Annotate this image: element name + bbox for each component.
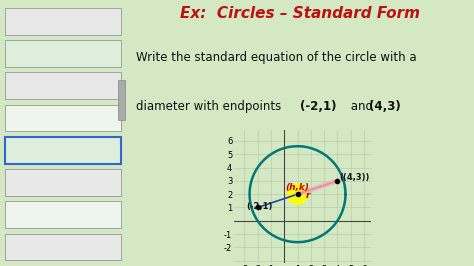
Text: (h,k): (h,k) [285, 182, 309, 192]
Bar [5, 169, 120, 196]
Text: Ex:  Circles – Standard Form: Ex: Circles – Standard Form [180, 6, 420, 21]
Bar [5, 137, 120, 164]
Text: diameter with endpoints: diameter with endpoints [136, 99, 289, 113]
Bar [5, 72, 120, 99]
Bar [5, 8, 120, 35]
Text: ((4,3)): ((4,3)) [339, 173, 369, 182]
Text: Write the standard equation of the circle with a: Write the standard equation of the circl… [136, 51, 417, 64]
Text: (-2,1): (-2,1) [246, 202, 273, 211]
Text: and: and [347, 99, 376, 113]
Text: (4,3): (4,3) [369, 99, 401, 113]
Bar [5, 234, 120, 260]
Bar [118, 80, 125, 120]
Text: r: r [306, 190, 310, 200]
Bar [5, 202, 120, 228]
Bar [5, 105, 120, 131]
Circle shape [288, 184, 308, 204]
Text: (-2,1): (-2,1) [300, 99, 337, 113]
Bar [5, 40, 120, 67]
